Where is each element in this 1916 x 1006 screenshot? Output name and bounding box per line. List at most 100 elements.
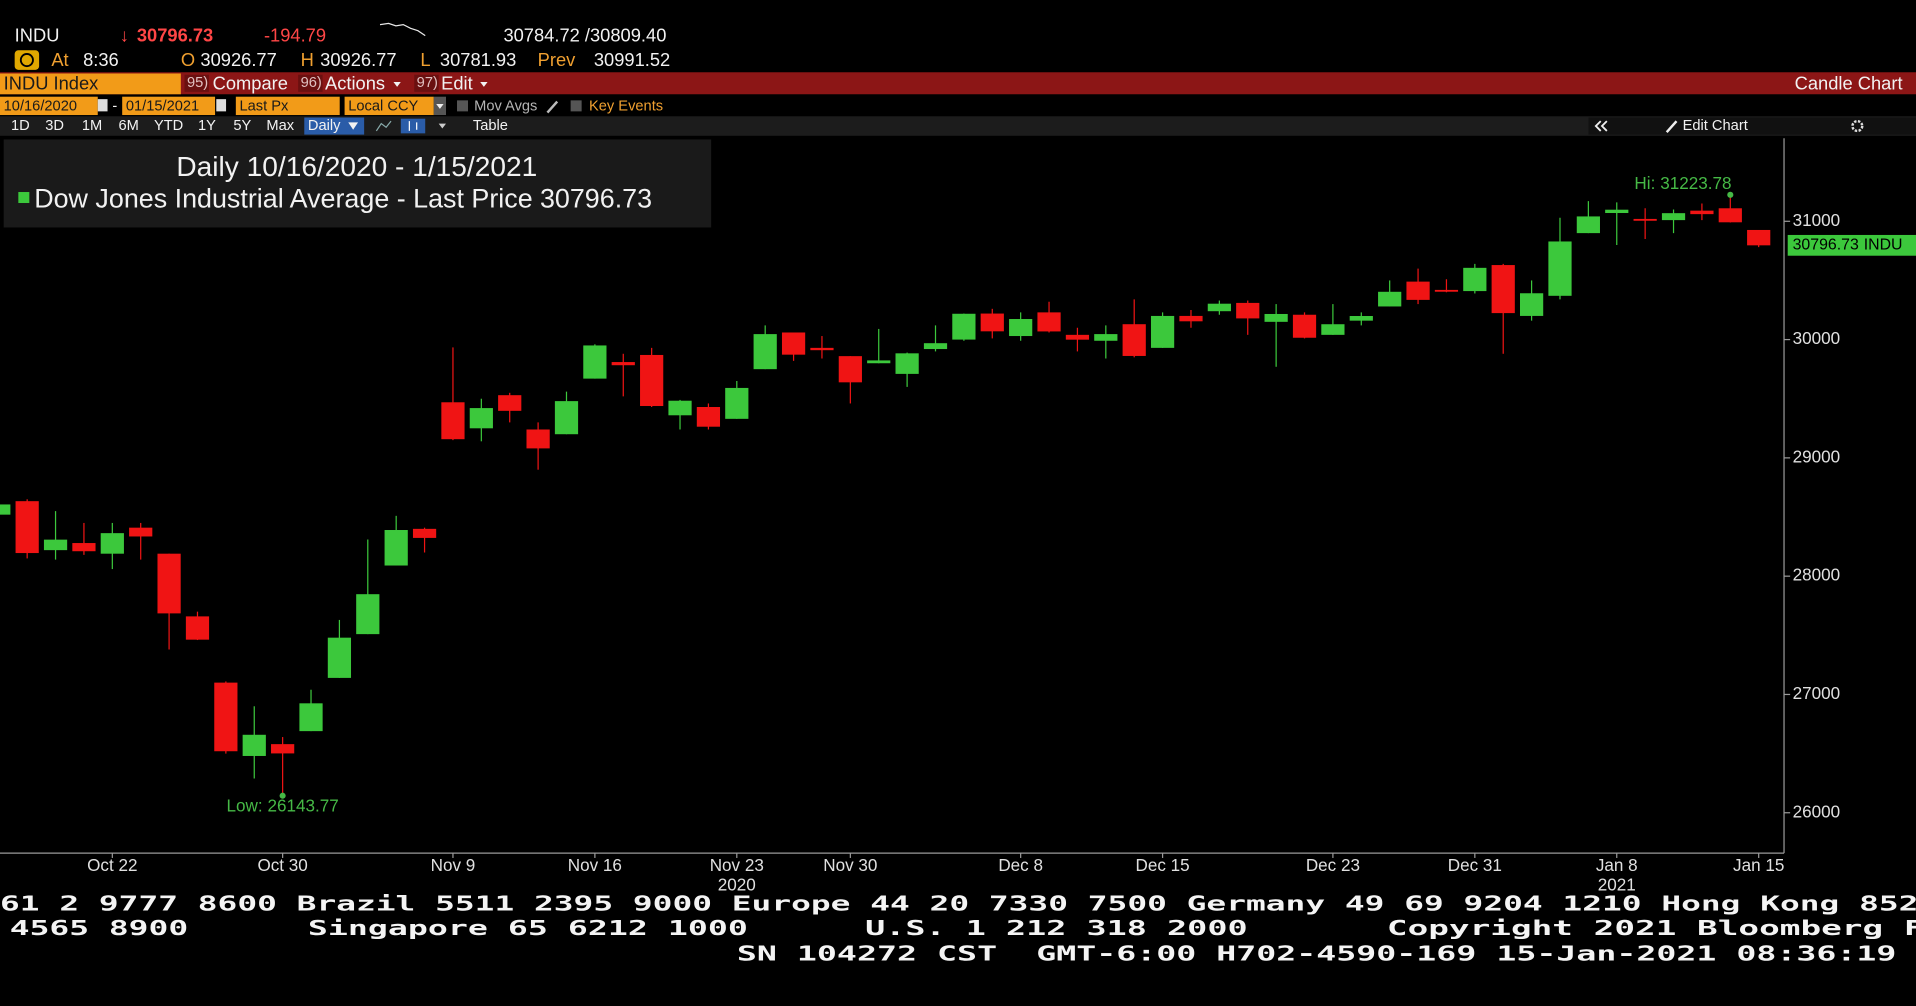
extreme-label: Low: 26143.77	[226, 796, 338, 815]
x-tick-label: Oct 30	[257, 856, 307, 875]
x-tick-label: Dec 23	[1306, 856, 1360, 875]
date-separator: -	[112, 98, 117, 114]
candle-body	[327, 637, 352, 678]
candle-body	[1122, 324, 1146, 356]
candle-body	[810, 347, 834, 351]
candle-body	[299, 703, 323, 732]
frequency-select[interactable]	[304, 117, 365, 135]
last-price: 30796.73	[137, 25, 213, 46]
pencil-icon[interactable]	[546, 100, 559, 114]
candle-body	[867, 360, 891, 364]
period-button[interactable]: 3D	[45, 118, 64, 134]
start-date-field[interactable]	[0, 96, 98, 116]
table-button[interactable]: Table	[473, 118, 508, 134]
x-tick-label: Dec 8	[998, 856, 1043, 875]
button-num: 97)	[417, 75, 438, 91]
candle-body	[43, 539, 68, 551]
chart-kind[interactable]: Candle Chart	[1795, 72, 1903, 93]
candle-body	[0, 504, 11, 515]
toolbar	[0, 72, 1916, 95]
candle-icon[interactable]	[400, 118, 426, 134]
candle-body	[1718, 208, 1742, 223]
candle-body	[1491, 265, 1515, 314]
bid-ask: 30784.72 /30809.40	[503, 25, 666, 46]
candle-body	[356, 594, 380, 635]
button-label[interactable]: Actions	[325, 72, 385, 93]
x-tick-label: Dec 31	[1448, 856, 1502, 875]
net-change: -194.79	[264, 25, 326, 46]
candle-body	[185, 616, 210, 640]
period-button[interactable]: 1D	[11, 118, 30, 134]
candle-body	[214, 682, 238, 752]
candle-body	[242, 734, 266, 756]
settings-gear[interactable]	[1851, 119, 1864, 133]
period-button[interactable]: YTD	[154, 118, 183, 134]
candle-body	[838, 356, 862, 383]
checkbox[interactable]	[570, 100, 582, 112]
candle-body	[72, 543, 96, 552]
candle-body	[668, 400, 692, 416]
time: 8:36	[83, 49, 119, 70]
footer-line: 61 2 9777 8600 Brazil 5511 2395 9000 Eur…	[0, 891, 1916, 915]
start-date: 10/16/2020	[4, 98, 77, 114]
edit-bar	[1588, 117, 1916, 135]
legend-swatch	[18, 192, 30, 204]
x-tick-label: Oct 22	[87, 856, 137, 875]
candle-body	[923, 343, 948, 350]
extreme-marker	[1727, 191, 1734, 198]
candle-body	[725, 387, 749, 419]
x-tick-label: Jan 15	[1733, 856, 1784, 875]
end-date-field[interactable]	[122, 96, 216, 116]
period-button[interactable]: 1Y	[198, 118, 216, 134]
candle-body	[129, 527, 153, 537]
footer-text: Singapore 65 6212 1000	[308, 916, 748, 940]
period-button[interactable]: Max	[266, 118, 294, 134]
currency-select[interactable]	[344, 96, 434, 116]
y-tick-label: 27000	[1793, 684, 1841, 703]
open-value: 30926.77	[200, 49, 276, 70]
candle-body	[1037, 312, 1061, 332]
x-tick-label: Nov 9	[431, 856, 476, 875]
button-label[interactable]: Compare	[213, 72, 288, 93]
extreme-label-text: Low:	[226, 796, 262, 815]
period-button[interactable]: 5Y	[233, 118, 251, 134]
y-tick-label: 30000	[1793, 329, 1841, 348]
footer-text: GMT-6:00 H702-4590-169 15-Jan-2021 08:36…	[1036, 942, 1896, 966]
sparkline	[379, 22, 426, 37]
footer-text: U.S. 1 212 318 2000	[865, 916, 1247, 940]
security-field[interactable]	[0, 73, 181, 95]
candle-body	[1321, 324, 1345, 335]
candle-body	[583, 345, 607, 379]
calendar-icon[interactable]	[97, 99, 108, 112]
collapse-icon[interactable]	[1594, 120, 1608, 132]
end-date: 01/15/2021	[126, 98, 199, 114]
footer-text: 4565 8900	[10, 916, 188, 940]
edit-chart[interactable]: Edit Chart	[1683, 118, 1748, 134]
checkbox[interactable]	[457, 100, 469, 112]
candle-body	[952, 313, 976, 340]
legend-entry: Dow Jones Industrial Average - Last Pric…	[34, 184, 652, 214]
period-button[interactable]: 1M	[82, 118, 102, 134]
extreme-label-text: Hi:	[1634, 173, 1655, 192]
candle-body	[895, 353, 919, 374]
candle-body	[1406, 281, 1430, 300]
calendar-icon[interactable]	[216, 99, 227, 112]
button-num: 96)	[301, 75, 322, 91]
candle-body	[1065, 334, 1090, 340]
candle-body	[1690, 210, 1714, 215]
y-tick-label: 31000	[1793, 211, 1841, 230]
open-label: O	[181, 49, 195, 70]
candle-body	[1747, 229, 1771, 246]
legend-name: Dow Jones Industrial Average - Last Pric…	[34, 184, 532, 214]
button-num: 95)	[187, 75, 208, 91]
legend-last-value: 30796.73	[540, 184, 652, 214]
button-label[interactable]: Edit	[441, 72, 473, 93]
x-tick-label: Nov 30	[823, 856, 877, 875]
period-button[interactable]: 6M	[119, 118, 139, 134]
dropdown-arrow	[480, 82, 488, 87]
line-icon[interactable]	[375, 120, 392, 132]
field-select[interactable]	[235, 96, 340, 116]
alert-icon[interactable]	[14, 50, 40, 70]
candle-body	[1150, 315, 1175, 348]
dropdown-arrow	[348, 122, 359, 130]
